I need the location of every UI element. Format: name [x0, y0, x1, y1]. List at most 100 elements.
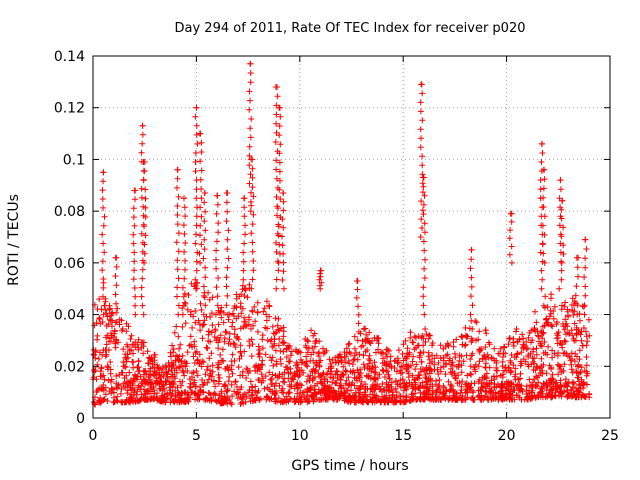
- data-point: [220, 399, 227, 406]
- data-point: [193, 104, 200, 111]
- data-point: [571, 380, 577, 387]
- data-point: [280, 268, 287, 275]
- data-point: [268, 357, 275, 364]
- data-point: [417, 126, 424, 133]
- data-point: [569, 369, 576, 376]
- data-point: [403, 393, 410, 399]
- data-point: [574, 311, 581, 318]
- data-point: [501, 344, 508, 351]
- data-point: [337, 351, 343, 358]
- data-point: [568, 361, 575, 368]
- data-point: [528, 327, 535, 334]
- data-point: [131, 222, 138, 229]
- data-point: [500, 354, 506, 360]
- data-point: [275, 232, 282, 239]
- data-point: [229, 351, 236, 358]
- data-point: [281, 369, 288, 376]
- data-point: [507, 210, 514, 217]
- data-point: [444, 351, 451, 358]
- data-point: [175, 364, 182, 371]
- data-point: [199, 358, 206, 365]
- data-point: [342, 380, 349, 387]
- data-point: [582, 292, 589, 299]
- data-point: [239, 282, 246, 289]
- data-point: [391, 365, 398, 371]
- data-point: [198, 186, 205, 192]
- data-point: [349, 379, 356, 386]
- data-point: [238, 399, 245, 406]
- data-point: [358, 378, 365, 385]
- data-point: [550, 308, 557, 314]
- data-point: [228, 366, 235, 373]
- data-point: [130, 276, 137, 283]
- data-point: [193, 131, 200, 138]
- data-point: [128, 332, 135, 339]
- data-point: [468, 293, 474, 300]
- data-point: [198, 195, 205, 202]
- data-point: [308, 393, 315, 400]
- data-point: [546, 313, 553, 320]
- data-point: [97, 320, 104, 327]
- y-axis-label: ROTI / TECUs: [6, 194, 22, 286]
- data-point: [224, 386, 231, 392]
- data-point: [372, 364, 379, 371]
- data-point: [320, 345, 326, 352]
- data-point: [435, 359, 442, 366]
- data-point: [422, 229, 428, 236]
- data-point: [317, 378, 324, 385]
- data-point: [205, 376, 212, 383]
- data-point: [181, 195, 187, 202]
- data-point: [141, 259, 148, 266]
- data-point: [97, 368, 104, 375]
- data-point: [557, 177, 564, 184]
- y-tick-label: 0.1: [63, 152, 85, 168]
- data-point: [458, 383, 465, 390]
- data-point: [187, 333, 194, 340]
- data-point: [212, 397, 219, 404]
- data-point: [250, 267, 257, 274]
- data-point: [118, 369, 125, 376]
- data-point: [201, 199, 208, 206]
- data-point: [200, 255, 207, 262]
- data-point: [499, 371, 506, 378]
- data-point: [259, 332, 266, 339]
- data-point: [193, 231, 199, 238]
- data-point: [248, 202, 255, 209]
- data-point: [247, 79, 254, 86]
- data-point: [249, 248, 256, 255]
- data-point: [98, 365, 105, 372]
- data-point: [412, 366, 419, 373]
- data-point: [207, 338, 214, 345]
- data-point: [333, 380, 340, 386]
- data-point: [557, 383, 564, 390]
- data-point: [174, 212, 181, 218]
- data-point: [108, 376, 115, 383]
- data-point: [214, 192, 221, 199]
- data-point: [181, 275, 188, 282]
- data-point: [362, 385, 369, 392]
- data-point: [256, 377, 263, 384]
- data-point: [517, 387, 524, 394]
- data-point: [96, 349, 103, 356]
- data-point: [242, 222, 249, 229]
- data-point: [539, 222, 546, 229]
- data-point: [402, 337, 409, 344]
- data-point: [433, 395, 440, 402]
- data-point: [380, 396, 387, 403]
- data-point: [436, 377, 443, 383]
- data-point: [417, 234, 424, 240]
- data-point: [569, 384, 576, 391]
- data-point: [546, 377, 553, 384]
- data-point: [393, 389, 400, 396]
- plot-frame: [92, 55, 611, 419]
- data-point: [181, 290, 188, 297]
- data-point: [560, 251, 567, 257]
- data-point: [387, 358, 394, 365]
- data-point: [160, 381, 167, 388]
- data-point: [540, 250, 547, 257]
- data-point: [417, 108, 424, 115]
- data-point: [355, 311, 362, 318]
- data-point: [483, 370, 490, 377]
- data-point: [131, 267, 138, 274]
- data-point: [426, 356, 433, 363]
